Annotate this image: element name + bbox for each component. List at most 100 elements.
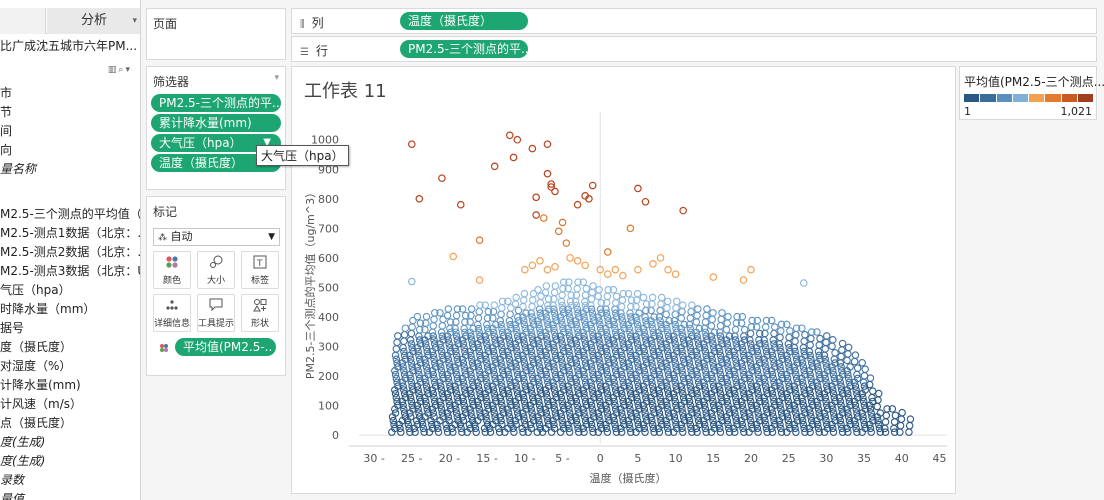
field-item[interactable]: M2.5-测点3数据（北京：U... (0, 264, 140, 278)
tab-data[interactable] (0, 8, 46, 34)
mark-type-select[interactable]: ⁂ 自动 ▼ (153, 228, 280, 246)
field-item[interactable]: 气压（hpa） (0, 283, 71, 297)
filter-pill-pressure[interactable]: 大气压（hpa） ▼ (151, 134, 281, 152)
data-point (610, 378, 618, 387)
data-point (680, 378, 689, 387)
data-point (746, 416, 755, 425)
data-point (617, 302, 626, 311)
data-point (595, 336, 603, 344)
data-point (453, 355, 462, 363)
data-point (437, 366, 446, 375)
marks-color-button[interactable]: 颜色 (153, 251, 191, 289)
chevron-down-icon[interactable]: ▾ (132, 16, 137, 26)
search-icon[interactable]: ⌕ (118, 65, 126, 75)
data-point (625, 363, 634, 371)
data-point (829, 335, 837, 344)
color-legend[interactable]: 平均值(PM2.5-三个测点... 1 1,021 (959, 66, 1104, 120)
data-point (665, 393, 673, 402)
field-item[interactable]: 市 (0, 86, 13, 100)
data-point (529, 374, 537, 383)
field-item[interactable]: 据号 (0, 321, 25, 335)
data-point (444, 305, 453, 313)
pages-shelf[interactable]: 页面 (146, 8, 286, 60)
data-point (785, 363, 793, 371)
field-item[interactable]: 时降水量（mm） (0, 302, 96, 316)
filters-card[interactable]: 筛选器 ▾ PM2.5-三个测点的平.. 累计降水量(mm) 大气压（hpa） … (146, 66, 286, 190)
data-point (461, 347, 469, 356)
field-item[interactable]: 量值 (0, 492, 25, 500)
data-point (595, 393, 603, 402)
field-item[interactable]: M2.5-三个测点的平均值（... (0, 207, 141, 221)
data-point (746, 413, 754, 421)
data-point (574, 424, 582, 433)
marks-shape-button[interactable]: 形状 (241, 294, 279, 332)
data-point (574, 409, 583, 417)
data-point (467, 336, 476, 344)
data-point (452, 370, 461, 379)
data-point (413, 312, 422, 321)
data-point (589, 282, 597, 290)
field-item[interactable]: 计降水量(mm) (0, 378, 81, 392)
data-point (694, 359, 703, 367)
field-item[interactable]: 录数 (0, 473, 25, 487)
chevron-down-icon[interactable]: ▾ (274, 73, 279, 83)
columns-pill-temperature[interactable]: 温度（摄氏度） (400, 12, 528, 30)
field-item[interactable]: 向 (0, 143, 13, 157)
field-item[interactable]: 度（摄氏度） (0, 340, 73, 354)
data-point (718, 397, 726, 406)
data-point (807, 355, 815, 363)
data-point (391, 351, 400, 360)
caret-down-icon[interactable]: ▼ (263, 137, 271, 148)
filter-pill-temperature[interactable]: 温度（摄氏度） (151, 154, 281, 172)
data-point (703, 393, 711, 402)
view-toggle-icon[interactable]: ▥ (107, 65, 119, 75)
marks-tooltip-button[interactable]: 工具提示 (197, 294, 235, 332)
filter-pill-precipitation[interactable]: 累计降水量(mm) (151, 114, 281, 132)
data-point (733, 312, 741, 321)
data-point (476, 332, 484, 340)
field-item[interactable]: M2.5-测点1数据（北京：... (0, 226, 141, 240)
data-point (891, 411, 900, 420)
field-item[interactable]: 度(生成) (0, 435, 46, 449)
data-point (557, 355, 566, 363)
data-point (596, 320, 604, 329)
field-item[interactable]: M2.5-测点2数据（北京：... (0, 245, 141, 259)
marks-detail-button[interactable]: 详细信息 (153, 294, 191, 332)
data-point (559, 324, 567, 333)
data-point (475, 236, 484, 244)
data-point (792, 330, 800, 339)
data-point (829, 390, 838, 398)
data-point (452, 347, 460, 356)
data-point (460, 324, 468, 333)
chevron-down-icon[interactable]: ▾ (125, 65, 132, 75)
data-point (672, 386, 681, 394)
field-item[interactable]: 节 (0, 105, 13, 119)
marks-label-button[interactable]: T 标签 (241, 251, 279, 289)
data-point (587, 363, 596, 371)
field-item[interactable]: 对湿度（%） (0, 359, 72, 373)
rows-pill-pm25[interactable]: PM2.5-三个测点的平.. (400, 40, 528, 58)
marks-color-pill[interactable]: 平均值(PM2.5-.. (175, 338, 276, 356)
rows-shelf[interactable]: ☰ 行 PM2.5-三个测点的平.. (291, 36, 1097, 62)
data-point (521, 401, 529, 410)
data-point (709, 359, 717, 367)
field-item[interactable]: 计风速（m/s） (0, 397, 82, 411)
tab-analysis[interactable]: 分析 ▾ (47, 8, 140, 34)
filter-pill-pm25[interactable]: PM2.5-三个测点的平.. (151, 94, 281, 112)
field-item[interactable]: 间 (0, 124, 13, 138)
data-point (557, 393, 566, 402)
data-point (445, 397, 453, 406)
data-point (490, 162, 499, 171)
data-point (414, 405, 422, 413)
field-list-tools[interactable]: ▥⌕▾ (108, 65, 132, 75)
field-item[interactable]: 量名称 (0, 162, 37, 176)
data-point (829, 424, 837, 433)
columns-shelf[interactable]: ⫼ 列 温度（摄氏度） (291, 8, 1097, 34)
worksheet-title[interactable]: 工作表 11 (304, 81, 387, 102)
marks-size-button[interactable]: 大小 (197, 251, 235, 289)
field-item[interactable]: 点（摄氏度） (0, 416, 73, 430)
data-source-name[interactable]: 比广成沈五城市六年PM... (0, 39, 138, 53)
field-item[interactable]: 度(生成) (0, 454, 46, 468)
data-point (438, 390, 447, 398)
